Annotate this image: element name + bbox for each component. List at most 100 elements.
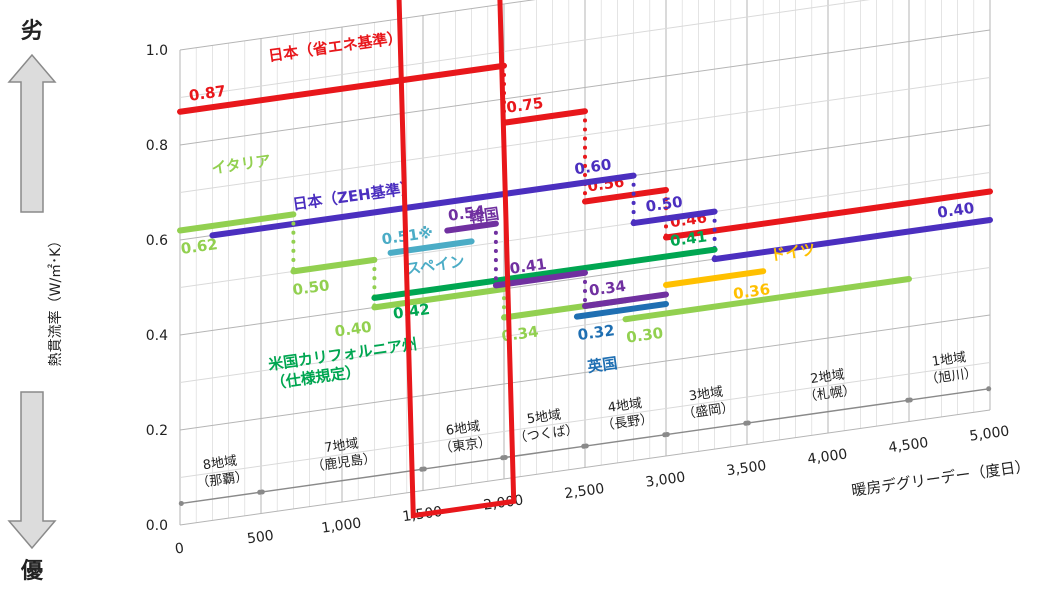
region-label-line: 2地域: [809, 367, 845, 387]
region-label-line: 8地域: [202, 454, 238, 474]
data-value-text: 0.41: [669, 227, 708, 250]
horizontal-gridline: [179, 29, 991, 146]
series-name-text: 韓国: [468, 205, 500, 227]
y-tick-label: 1.0: [146, 43, 168, 59]
data-value-text: 0.30: [625, 324, 664, 347]
region-range-bar: [181, 491, 260, 505]
data-value-label: 0.34: [588, 277, 627, 300]
series-name-label: 韓国: [468, 205, 500, 227]
x-tick: 5,000: [968, 423, 1010, 444]
series-step-line: [582, 187, 669, 205]
series-step-line: [371, 286, 507, 311]
x-tick-label: 3,000: [644, 469, 686, 490]
series-step-line: [582, 291, 669, 309]
series-step-line: [711, 217, 993, 263]
y-tick-label: 0.6: [146, 233, 168, 249]
up-arrow-icon: [7, 53, 57, 213]
series-name-text: 英国: [586, 354, 618, 376]
x-tick: 500: [246, 528, 275, 548]
y-tick-label: 0.8: [146, 138, 168, 154]
region-label-line: （東京）: [438, 434, 492, 457]
x-tick-label: 5,000: [968, 423, 1010, 444]
data-value-text: 0.34: [500, 322, 539, 345]
data-value-text: 0.50: [645, 193, 684, 216]
series-name-text: イタリア: [210, 152, 271, 178]
series-step-line: [209, 172, 637, 239]
series-step-line: [663, 268, 767, 288]
region-label-line: 5地域: [526, 408, 562, 428]
region-range-bar: [505, 445, 584, 459]
region-label-line: 3地域: [688, 385, 724, 405]
region-label-line: 4地域: [607, 396, 643, 416]
data-value-text: 0.62: [180, 235, 219, 258]
region-label-line: （長野）: [601, 412, 655, 434]
data-value-label: 0.87: [188, 82, 227, 105]
region-label: 3地域（盛岡）: [682, 385, 736, 423]
region-label: 1地域（旭川）: [925, 350, 979, 388]
data-value-text: 0.40: [936, 199, 975, 222]
highlight-box: [396, 0, 517, 519]
horizontal-gridline: [179, 409, 991, 526]
region-label: 8地域（那覇）: [196, 454, 250, 492]
horizontal-gridline: [179, 0, 536, 51]
series-step-line: [371, 246, 718, 301]
y-tick-label: 0.4: [146, 328, 168, 344]
y-tick-label: 0.0: [146, 518, 168, 534]
region-label: 4地域（長野）: [601, 396, 655, 434]
x-tick: 1,000: [320, 515, 362, 536]
series-step-line: [492, 269, 588, 289]
data-value-label: 0.40: [936, 199, 975, 222]
series-name-label: 英国: [586, 354, 618, 376]
series-name-label: スペイン: [405, 252, 466, 278]
data-value-text: 0.50: [291, 276, 330, 299]
data-value-label: 0.62: [180, 235, 219, 258]
region-range-end: [745, 420, 751, 426]
data-value-label: 0.42: [392, 300, 431, 323]
x-tick-label: 1,000: [320, 515, 362, 536]
data-value-label: 0.32: [577, 321, 616, 344]
data-value-label: 0.36: [732, 280, 771, 303]
region-label-line: （那覇）: [196, 469, 250, 491]
horizontal-gridline: [179, 77, 991, 193]
better-label: 優: [20, 559, 44, 584]
data-value-text: 0.36: [732, 280, 771, 303]
x-tick-label: 4,000: [806, 446, 848, 467]
y-axis-title: 熱貫流率（W/㎡･K）: [47, 234, 64, 367]
region-range-end: [259, 489, 265, 495]
series-step-line: [501, 108, 588, 126]
data-value-label: 0.41: [669, 227, 708, 250]
data-value-text: 0.41: [509, 255, 548, 278]
x-tick-label: 4,500: [887, 435, 929, 456]
region-range-end: [907, 397, 913, 403]
region-range-end: [178, 500, 184, 506]
x-axis-title: 暖房デグリーデー（度日）: [850, 457, 1031, 500]
region-range-bar: [424, 457, 503, 470]
data-value-text: 0.42: [392, 300, 431, 323]
region-range-bar: [910, 388, 989, 401]
region-range-bar: [262, 468, 422, 493]
data-value-label: 0.60: [573, 155, 612, 178]
region-range-end: [421, 466, 427, 472]
region-label-line: 6地域: [445, 419, 481, 439]
region-range-bar: [748, 399, 908, 424]
region-range-end: [583, 443, 589, 449]
x-axis-title-text: 暖房デグリーデー（度日）: [850, 457, 1031, 500]
data-value-text: 0.54: [447, 202, 486, 225]
series-step-line: [622, 276, 912, 323]
data-value-text: 0.60: [573, 155, 612, 178]
x-tick-label: 500: [246, 528, 275, 548]
data-value-label: 0.40: [334, 318, 373, 341]
horizontal-gridline: [179, 362, 991, 478]
series-step-line: [444, 220, 499, 234]
x-tick: 2,500: [563, 481, 605, 502]
x-tick: 4,500: [887, 435, 929, 456]
region-range-bar: [667, 422, 746, 436]
data-value-label: 0.54: [447, 202, 486, 225]
region-range-end: [664, 431, 670, 437]
horizontal-gridline: [179, 0, 871, 98]
x-tick: 3,500: [725, 458, 767, 479]
series-step-line: [573, 301, 669, 320]
y-tick-label: 0.2: [146, 423, 168, 439]
